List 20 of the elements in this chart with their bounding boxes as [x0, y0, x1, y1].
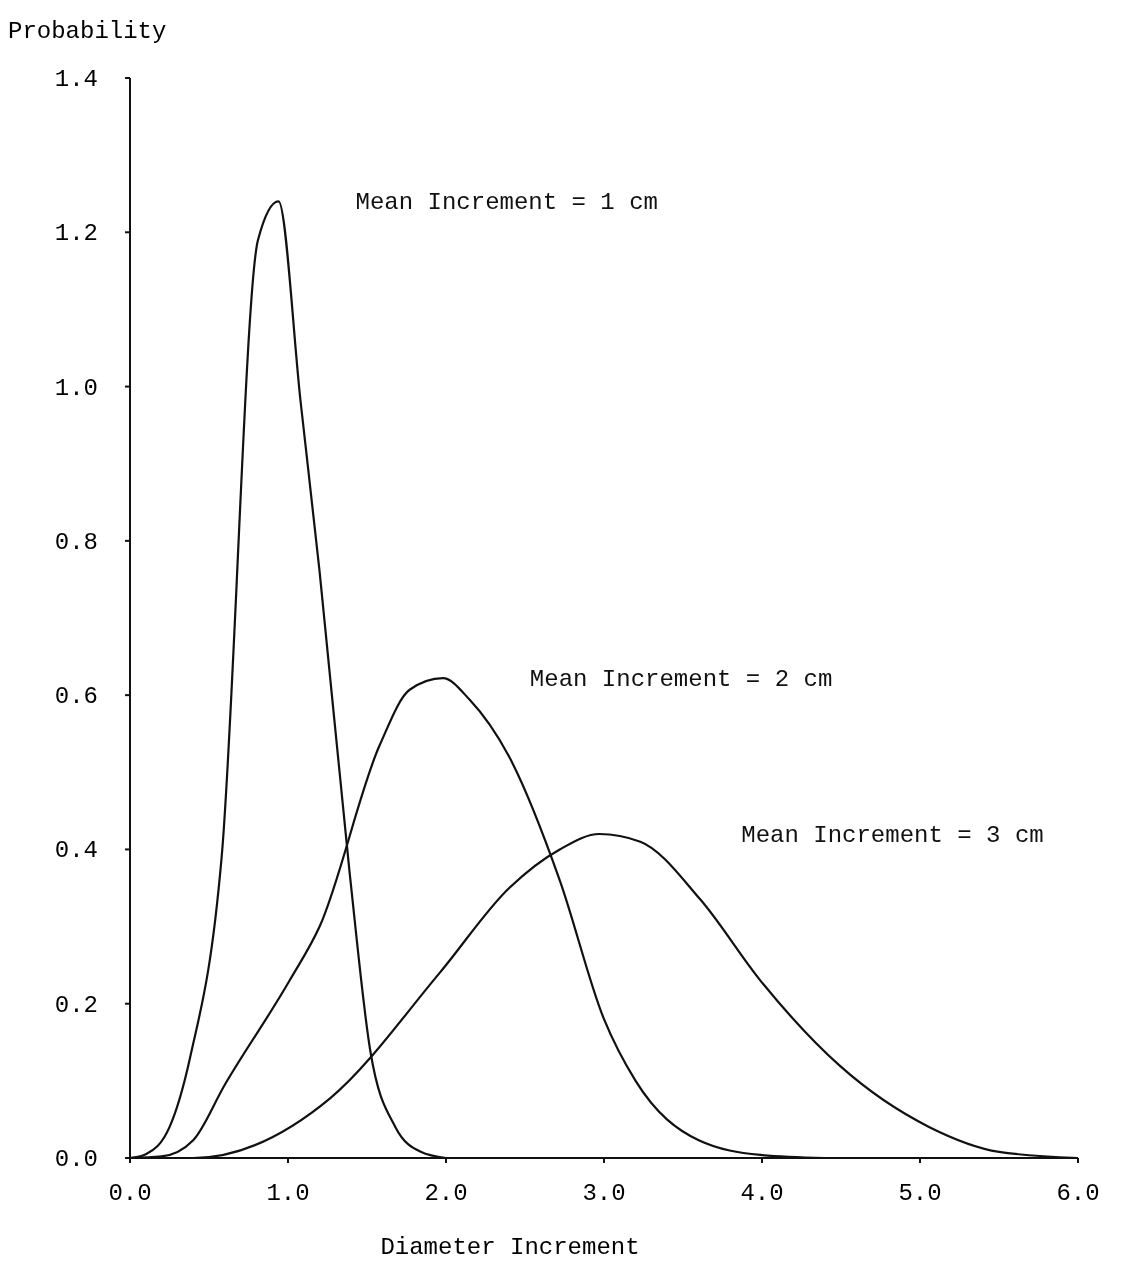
- x-tick-label: 4.0: [740, 1180, 784, 1207]
- y-tick-label: 1.2: [54, 220, 98, 248]
- x-axis-title: Diameter Increment: [380, 1234, 640, 1261]
- y-tick-label: 1.0: [54, 374, 98, 402]
- y-tick-label: 0.4: [54, 837, 98, 865]
- x-tick-label: 0.0: [108, 1180, 152, 1207]
- y-tick-label: 0.8: [54, 528, 98, 556]
- x-tick-label: 6.0: [1056, 1180, 1100, 1207]
- y-tick-label: 0.6: [54, 683, 98, 711]
- text: Mean Increment = 1 cm: [355, 189, 658, 217]
- y-tick-label: 0.2: [54, 991, 98, 1019]
- x-tick-label: 5.0: [898, 1180, 942, 1207]
- y-tick-label: 0.0: [54, 1146, 98, 1173]
- y-tick-label: 1.4: [54, 66, 98, 93]
- x-tick-label: 3.0: [582, 1180, 626, 1207]
- x-tick-label: 1.0: [266, 1180, 310, 1207]
- x-tick-label: 2.0: [424, 1180, 468, 1207]
- y-axis-title: Probability: [8, 18, 167, 45]
- text: Mean Increment = 3 cm: [741, 822, 1044, 849]
- text: Mean Increment = 2 cm: [529, 666, 833, 694]
